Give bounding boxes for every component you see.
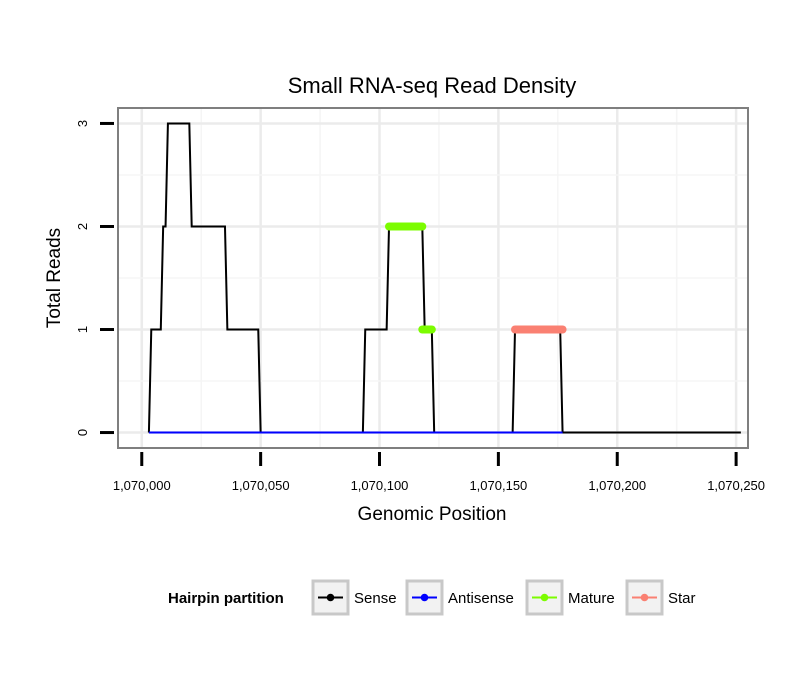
series-layer <box>147 122 741 434</box>
x-tick-label: 1,070,100 <box>351 478 409 493</box>
y-tick-label: 2 <box>75 223 90 230</box>
y-tick-label: 3 <box>75 120 90 127</box>
legend-key-point <box>540 593 549 602</box>
chart-title: Small RNA-seq Read Density <box>288 73 577 98</box>
legend-label: Mature <box>568 590 615 607</box>
plot-border <box>117 107 749 449</box>
x-tick-label: 1,070,000 <box>113 478 171 493</box>
legend: Hairpin partition Sense Antisense Mature St… <box>168 579 696 616</box>
y-tick-label: 0 <box>75 429 90 436</box>
x-tick-label: 1,070,200 <box>588 478 646 493</box>
legend-item-mature: Mature <box>525 579 615 616</box>
x-axis-title: Genomic Position <box>358 504 507 525</box>
legend-key-point <box>420 593 429 602</box>
legend-label: Star <box>668 590 696 607</box>
legend-item-sense: Sense <box>311 579 397 616</box>
legend-title: Hairpin partition <box>168 590 284 607</box>
legend-item-antisense: Antisense <box>405 579 514 616</box>
y-axis-title: Total Reads <box>44 228 65 328</box>
legend-label: Sense <box>354 590 397 607</box>
x-tick-label: 1,070,050 <box>232 478 290 493</box>
x-tick-label: 1,070,150 <box>469 478 527 493</box>
x-tick-label: 1,070,250 <box>707 478 765 493</box>
x-axis: 1,070,000 1,070,050 1,070,100 1,070,150 1,07… <box>113 452 765 493</box>
legend-item-star: Star <box>625 579 696 616</box>
legend-key-point <box>326 593 335 602</box>
legend-key-point <box>640 593 649 602</box>
y-tick-label: 1 <box>75 326 90 333</box>
legend-label: Antisense <box>448 590 514 607</box>
y-axis: 0 1 2 3 <box>75 120 114 436</box>
